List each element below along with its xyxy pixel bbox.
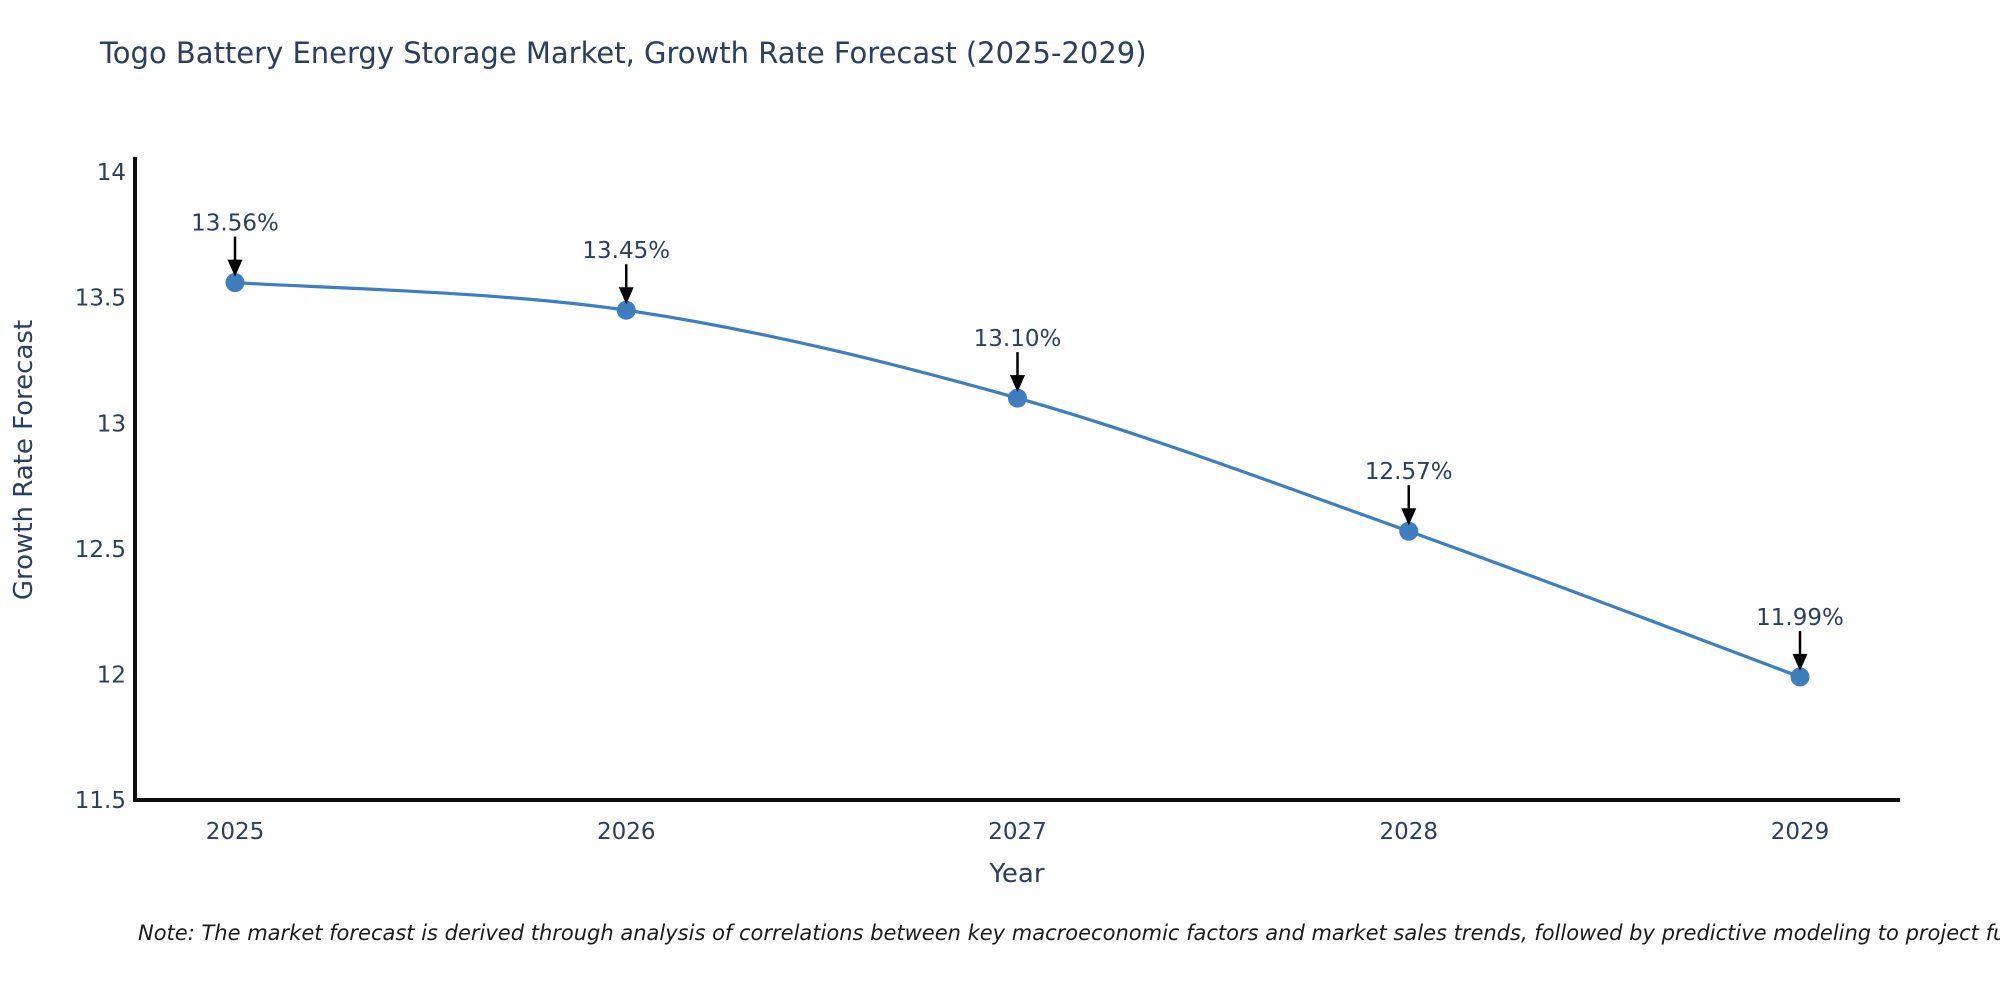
- data-point[interactable]: [1008, 388, 1027, 408]
- x-tick-label: 2026: [597, 819, 656, 845]
- data-point[interactable]: [1399, 521, 1419, 541]
- annotation-arrowhead: [227, 259, 243, 277]
- y-tick-label: 12.5: [75, 537, 126, 563]
- annotation-arrowhead: [1010, 375, 1025, 393]
- x-axis-title: Year: [988, 859, 1044, 889]
- y-tick-label: 13: [97, 411, 126, 437]
- y-axis-title: Growth Rate Forecast: [9, 320, 39, 600]
- point-label: 12.57%: [1365, 459, 1453, 485]
- data-point[interactable]: [616, 300, 636, 320]
- data-point[interactable]: [1790, 667, 1810, 687]
- chart-title: Togo Battery Energy Storage Market, Grow…: [100, 36, 1147, 70]
- point-label: 13.56%: [191, 211, 279, 237]
- y-tick-label: 12: [97, 662, 126, 688]
- x-tick-label: 2028: [1379, 819, 1438, 845]
- point-label: 11.99%: [1756, 605, 1844, 631]
- y-tick-label: 13.5: [75, 286, 126, 312]
- x-tick-label: 2027: [988, 819, 1047, 845]
- point-label: 13.45%: [582, 238, 670, 264]
- annotation-arrowhead: [618, 287, 634, 305]
- data-point[interactable]: [225, 273, 245, 293]
- x-tick-label: 2025: [206, 819, 265, 845]
- annotation-arrowhead: [1401, 508, 1417, 526]
- point-label: 13.10%: [974, 326, 1062, 352]
- x-tick-label: 2029: [1771, 819, 1830, 845]
- annotation-arrowhead: [1792, 653, 1808, 671]
- footnote: Note: The market forecast is derived thr…: [138, 921, 2000, 945]
- y-tick-label: 14: [97, 160, 126, 186]
- y-tick-label: 11.5: [75, 788, 126, 814]
